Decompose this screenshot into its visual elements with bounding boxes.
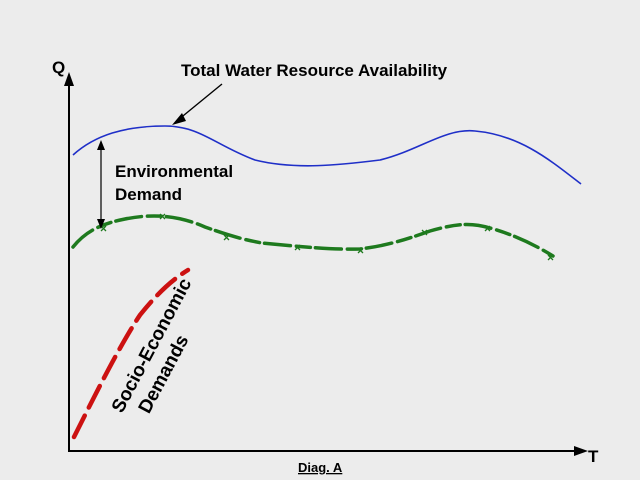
curve-marker [223, 234, 230, 241]
total-water-pointer-arrow [177, 83, 223, 121]
total-water-curve [72, 125, 582, 185]
socio-economic-curve [71, 267, 191, 440]
environmental-curve [71, 214, 555, 258]
diagram-caption: Diag. A [298, 460, 343, 475]
curve-marker [484, 225, 491, 232]
curve-marker [294, 244, 301, 251]
x-axis-label: T [588, 447, 599, 466]
environmental-label-line2: Demand [115, 185, 182, 204]
environmental-curve-markers [100, 213, 554, 261]
curve-marker [357, 247, 364, 254]
curve-marker [159, 213, 166, 220]
environmental-arrow-bottom [97, 219, 105, 229]
x-axis-arrowhead [574, 446, 588, 456]
y-axis-arrowhead [64, 72, 74, 86]
y-axis-label: Q [52, 58, 65, 77]
curve-marker [547, 254, 554, 261]
socio-economic-label: Socio-Economic Demands [108, 275, 197, 417]
total-water-pointer-arrowhead [172, 113, 186, 125]
environmental-label-line1: Environmental [115, 162, 233, 181]
curve-marker [421, 229, 428, 236]
environmental-arrow-top [97, 140, 105, 150]
total-water-label: Total Water Resource Availability [181, 61, 448, 80]
